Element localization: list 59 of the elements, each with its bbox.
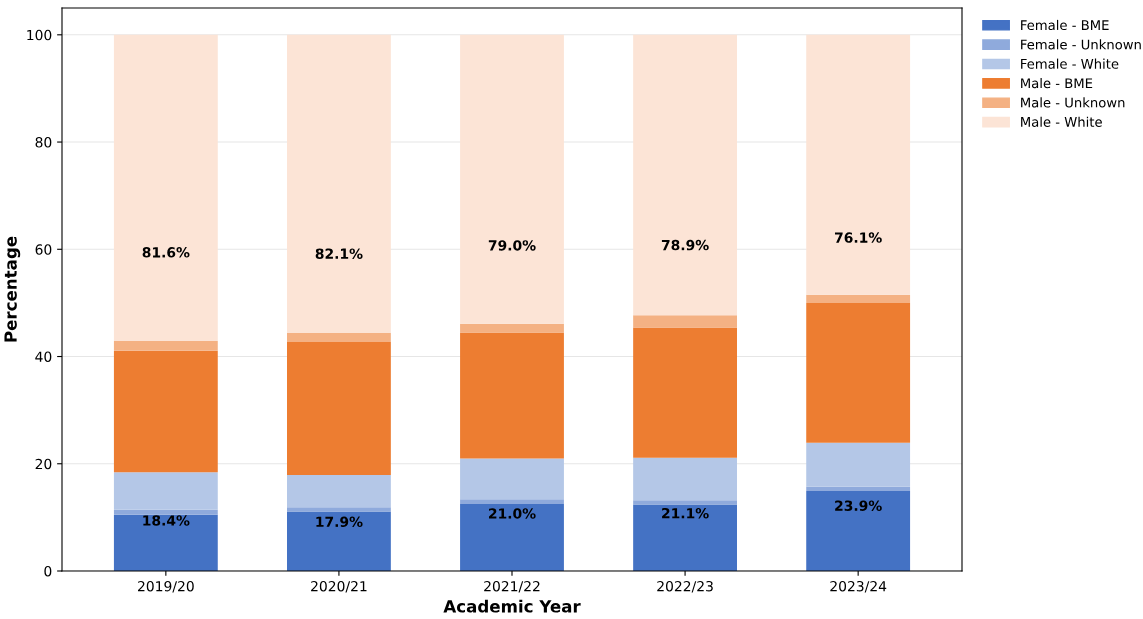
bar [633, 500, 737, 505]
annotation: 17.9% [316, 516, 363, 528]
bar [113, 514, 218, 571]
bar [287, 34, 391, 333]
bar [806, 491, 911, 571]
annotation: 21.1% [662, 507, 709, 519]
y-tick-label: 80 [35, 137, 52, 148]
bar [633, 327, 737, 458]
bar [633, 34, 737, 316]
bar [287, 332, 391, 343]
bar [806, 302, 911, 443]
bar [806, 34, 911, 295]
annotation: 18.4% [143, 515, 190, 526]
bar [287, 475, 391, 508]
bar [113, 509, 218, 515]
bar [460, 499, 564, 504]
legend-label: Male - Unknown [1021, 97, 1125, 108]
bar [287, 342, 391, 476]
x-tick-label: 2020/21 [311, 580, 367, 593]
legend-label: Female - White [1021, 58, 1119, 69]
bar [460, 323, 564, 333]
y-tick-label: 40 [35, 351, 52, 362]
bar [806, 486, 911, 492]
y-tick-label: 0 [44, 565, 52, 577]
bar [460, 458, 564, 500]
annotation: 79.0% [488, 240, 536, 251]
bar [113, 472, 218, 510]
bar [287, 507, 391, 512]
annotation: 23.9% [835, 500, 882, 511]
bar [806, 442, 911, 487]
annotation: 82.1% [315, 248, 363, 259]
legend-label: Male - BME [1021, 77, 1093, 89]
legend-label: Female - BME [1021, 19, 1109, 31]
bar [460, 332, 564, 459]
bar [633, 315, 737, 328]
bar [460, 503, 564, 571]
bar [113, 350, 218, 473]
y-tick-label: 20 [35, 458, 52, 470]
bar [460, 34, 564, 324]
annotation: 78.9% [661, 239, 709, 251]
legend-label: Female - Unknown [1021, 39, 1141, 50]
x-tick-label: 2021/22 [484, 580, 540, 593]
annotation: 81.6% [142, 247, 190, 258]
legend-label: Male - White [1021, 116, 1102, 127]
annotation: 21.0% [489, 508, 536, 519]
y-axis-title: Percentage [4, 236, 21, 342]
bar [113, 340, 218, 351]
annotation: 76.1% [834, 232, 882, 243]
x-axis-title: Academic Year [443, 599, 581, 613]
y-tick-label: 60 [35, 244, 52, 255]
x-tick-label: 2022/23 [657, 580, 713, 593]
bar [633, 457, 737, 501]
bar [113, 34, 218, 341]
x-tick-label: 2019/20 [138, 580, 194, 593]
bar [806, 294, 911, 303]
bar [633, 504, 737, 571]
y-tick-label: 100 [27, 29, 52, 41]
bar [287, 511, 391, 571]
x-tick-label: 2023/24 [830, 580, 887, 593]
